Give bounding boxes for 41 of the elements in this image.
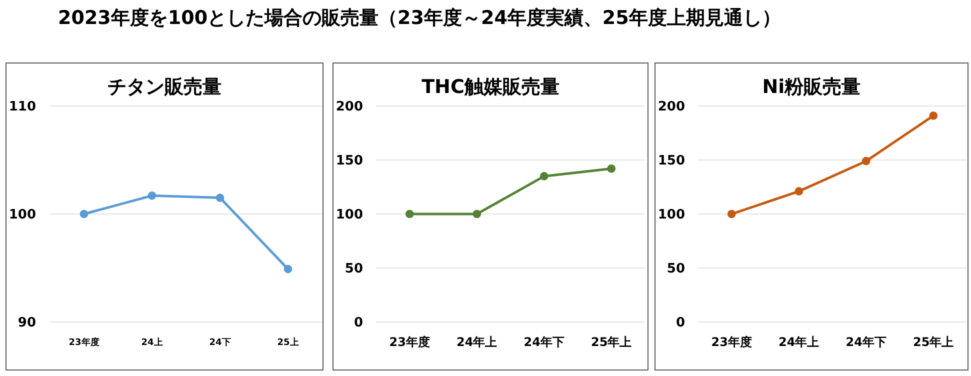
y-tick-label: 0 [676,316,685,331]
y-tick-label: 0 [354,316,363,331]
point [80,210,88,218]
y-tick-label: 90 [18,316,36,331]
y-tick-label: 110 [8,100,36,115]
point [727,210,736,218]
point [148,191,156,200]
text: 2023年度を100とした場合の販売量（23年度～24年度実績、25年度上期見通し） [58,7,781,29]
y-tick-label: 200 [658,100,685,115]
x-tick-label: 24年下 [846,335,886,350]
x-tick-label: 24年上 [456,335,498,350]
point [929,112,938,120]
y-tick-label: 150 [336,154,363,169]
point [794,187,804,196]
x-tick-label: 23年度 [68,337,100,348]
chart-title: THC触媒販売量 [422,76,560,98]
y-tick-label: 50 [344,262,363,277]
point [216,194,224,202]
x-tick-label: 24年下 [524,335,564,350]
x-tick-label: 25年上 [913,335,954,350]
point [607,164,616,173]
y-tick-label: 50 [666,262,685,277]
y-tick-label: 200 [336,100,363,115]
chart-title: チタン販売量 [108,76,222,98]
y-tick-label: 100 [336,208,363,223]
point [540,172,548,180]
y-tick-label: 100 [8,208,36,223]
point [472,210,482,218]
point [862,156,870,166]
x-tick-label: 24上 [141,337,163,348]
x-tick-label: 23年度 [389,335,430,350]
x-tick-label: 25年上 [591,335,632,350]
point [284,264,292,274]
y-tick-label: 150 [658,154,685,169]
x-tick-label: 24年上 [778,335,820,350]
x-tick-label: 25上 [277,337,299,348]
x-tick-label: 24下 [209,338,231,348]
chart-title: Ni粉販売量 [762,76,861,98]
y-tick-label: 100 [658,208,685,223]
point [405,210,414,218]
x-tick-label: 23年度 [711,335,752,350]
